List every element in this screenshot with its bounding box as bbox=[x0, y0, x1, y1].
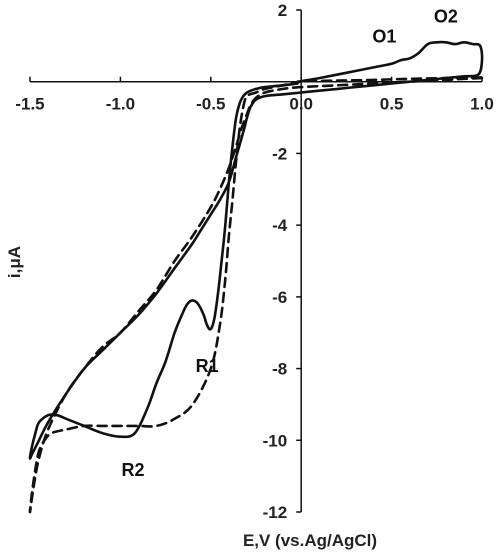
y-tick-label: -2 bbox=[272, 144, 287, 163]
y-tick-group: 2 -2 -4 -6 -8 -10 -12 bbox=[263, 1, 302, 522]
x-tick-label: 1.0 bbox=[470, 95, 494, 114]
x-axis-title: E,V (vs.Ag/AgCl) bbox=[243, 531, 377, 550]
x-tick-label: 0.5 bbox=[380, 95, 404, 114]
x-tick-label: -0.5 bbox=[196, 95, 225, 114]
x-tick-label: -1.5 bbox=[15, 95, 44, 114]
dashed-scan-line bbox=[28, 76, 484, 514]
y-tick-label: -12 bbox=[263, 503, 288, 522]
solid-scan-line bbox=[28, 40, 484, 460]
y-tick-label: -8 bbox=[272, 360, 287, 379]
peak-label: O2 bbox=[434, 7, 458, 27]
y-axis-title: i,μA bbox=[5, 246, 24, 278]
peak-label: O1 bbox=[372, 26, 396, 46]
y-tick-label: 2 bbox=[278, 1, 287, 20]
series-layer bbox=[28, 40, 484, 514]
peak-label: R1 bbox=[196, 356, 219, 376]
x-tick-label: 0.0 bbox=[289, 95, 313, 114]
x-tick-label: -1.0 bbox=[106, 95, 135, 114]
annotation-group: O1 O2 R1 R2 bbox=[122, 7, 458, 481]
peak-label: R2 bbox=[122, 460, 145, 480]
y-tick-label: -6 bbox=[272, 288, 287, 307]
y-tick-label: -10 bbox=[263, 431, 288, 450]
y-tick-label: -4 bbox=[272, 216, 288, 235]
x-tick-group: -1.5 -1.0 -0.5 0.0 0.5 1.0 bbox=[15, 76, 494, 114]
